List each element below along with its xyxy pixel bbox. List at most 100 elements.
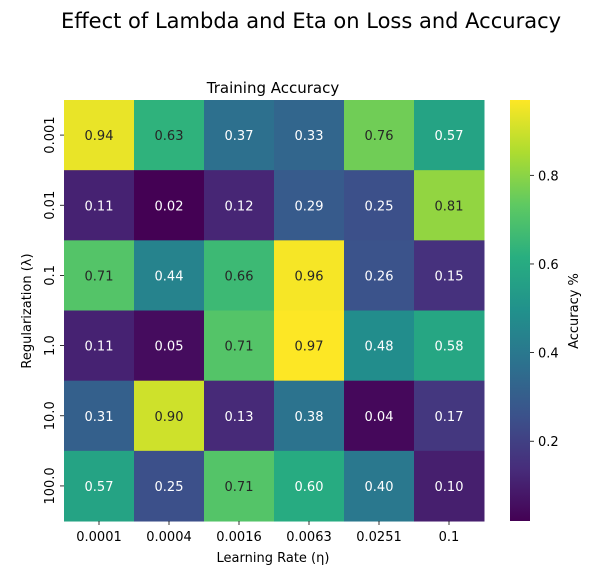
heatmap-cell: [274, 380, 345, 452]
heatmap-cell: [414, 170, 485, 241]
chart-title: Training Accuracy: [206, 79, 340, 97]
cell-value-label: 0.11: [85, 340, 114, 355]
y-tick-label: 100.0: [43, 467, 58, 504]
heatmap-cell: [204, 450, 275, 522]
heatmap-cell: [134, 380, 205, 452]
cell-value-label: 0.48: [365, 340, 394, 355]
cell-value-label: 0.57: [435, 129, 464, 144]
cell-value-label: 0.13: [225, 410, 254, 425]
heatmap-cell: [274, 240, 345, 312]
heatmap-cell: [344, 100, 415, 171]
cell-value-label: 0.76: [365, 129, 394, 144]
cell-value-label: 0.94: [85, 129, 114, 144]
heatmap-cell: [204, 170, 275, 241]
cell-value-label: 0.44: [155, 269, 184, 284]
y-tick-label: 1.0: [43, 335, 58, 356]
cell-value-label: 0.12: [225, 199, 254, 214]
x-tick-label: 0.0001: [76, 530, 122, 545]
y-tick-label: 10.0: [43, 401, 58, 430]
x-tick-label: 0.0063: [286, 530, 332, 545]
heatmap-cell: [64, 450, 135, 522]
heatmap-cell: [344, 170, 415, 241]
cell-value-label: 0.25: [365, 199, 394, 214]
colorbar-tick-label: 0.4: [538, 347, 559, 362]
heatmap-cell: [134, 450, 205, 522]
heatmap-cell: [274, 100, 345, 171]
heatmap-cell: [134, 310, 205, 382]
heatmap-cell: [414, 310, 485, 382]
cell-value-label: 0.38: [295, 410, 324, 425]
cell-value-label: 0.37: [225, 129, 254, 144]
colorbar-tick-label: 0.6: [538, 258, 559, 273]
heatmap-cell: [64, 380, 135, 452]
x-tick-label: 0.0004: [146, 530, 192, 545]
cell-value-label: 0.15: [435, 269, 464, 284]
cell-value-label: 0.97: [295, 340, 324, 355]
heatmap-cell: [64, 170, 135, 241]
cell-value-label: 0.02: [155, 199, 184, 214]
heatmap-cell: [274, 170, 345, 241]
y-axis-label: Regularization (λ): [20, 253, 35, 368]
heatmap-cells: [64, 100, 485, 522]
cell-value-label: 0.90: [155, 410, 184, 425]
cell-value-label: 0.11: [85, 199, 114, 214]
cell-value-label: 0.63: [155, 129, 184, 144]
cell-value-label: 0.60: [295, 480, 324, 495]
cell-value-label: 0.57: [85, 480, 114, 495]
heatmap-cell: [344, 240, 415, 312]
y-tick-label: 0.001: [43, 116, 58, 153]
cell-value-label: 0.96: [295, 269, 324, 284]
heatmap-cell: [274, 450, 345, 522]
cell-value-label: 0.29: [295, 199, 324, 214]
heatmap-cell: [64, 310, 135, 382]
heatmap-cell: [134, 170, 205, 241]
cell-value-label: 0.40: [365, 480, 394, 495]
cell-value-label: 0.81: [435, 199, 464, 214]
heatmap-cell: [274, 310, 345, 382]
heatmap-cell: [204, 380, 275, 452]
cell-value-label: 0.33: [295, 129, 324, 144]
cell-value-label: 0.31: [85, 410, 114, 425]
heatmap-cell: [344, 450, 415, 522]
heatmap-cell: [204, 310, 275, 382]
cell-value-label: 0.04: [365, 410, 394, 425]
cell-value-label: 0.71: [225, 340, 254, 355]
heatmap-cell: [204, 100, 275, 171]
colorbar-tick-label: 0.2: [538, 435, 559, 450]
heatmap-cell: [344, 380, 415, 452]
heatmap-cell: [414, 450, 485, 522]
x-axis-ticks: 0.0001 0.0004 0.0016 0.0063 0.0251 0.1: [76, 521, 459, 545]
cell-value-label: 0.66: [225, 269, 254, 284]
heatmap-cell: [204, 240, 275, 312]
heatmap-cell: [414, 240, 485, 312]
y-tick-label: 0.1: [43, 265, 58, 286]
y-tick-label: 0.01: [43, 191, 58, 220]
cell-value-label: 0.25: [155, 480, 184, 495]
cell-value-label: 0.26: [365, 269, 394, 284]
cell-value-label: 0.71: [85, 269, 114, 284]
heatmap-annotations: 0.94 0.63 0.37 0.33 0.76 0.57 0.11 0.02 0.12 0.29…: [85, 129, 464, 495]
heatmap-cell: [414, 380, 485, 452]
y-axis-ticks: 0.001 0.01 0.1 1.0 10.0 100.0: [43, 116, 64, 505]
colorbar: [510, 100, 530, 521]
cell-value-label: 0.58: [435, 340, 464, 355]
x-tick-label: 0.0251: [356, 530, 402, 545]
figure-suptitle: Effect of Lambda and Eta on Loss and Acc…: [61, 9, 561, 33]
x-tick-label: 0.0016: [216, 530, 262, 545]
heatmap-cell: [134, 240, 205, 312]
heatmap-cell: [414, 100, 485, 171]
x-tick-label: 0.1: [439, 530, 460, 545]
heatmap-cell: [64, 100, 135, 171]
cell-value-label: 0.71: [225, 480, 254, 495]
cell-value-label: 0.17: [435, 410, 464, 425]
colorbar-label: Accuracy %: [567, 273, 582, 349]
cell-value-label: 0.10: [435, 480, 464, 495]
heatmap-cell: [64, 240, 135, 312]
heatmap-cell: [344, 310, 415, 382]
colorbar-ticks: 0.2 0.4 0.6 0.8: [530, 169, 559, 450]
colorbar-tick-label: 0.8: [538, 169, 559, 184]
heatmap-cell: [134, 100, 205, 171]
x-axis-label: Learning Rate (η): [217, 551, 330, 566]
cell-value-label: 0.05: [155, 340, 184, 355]
